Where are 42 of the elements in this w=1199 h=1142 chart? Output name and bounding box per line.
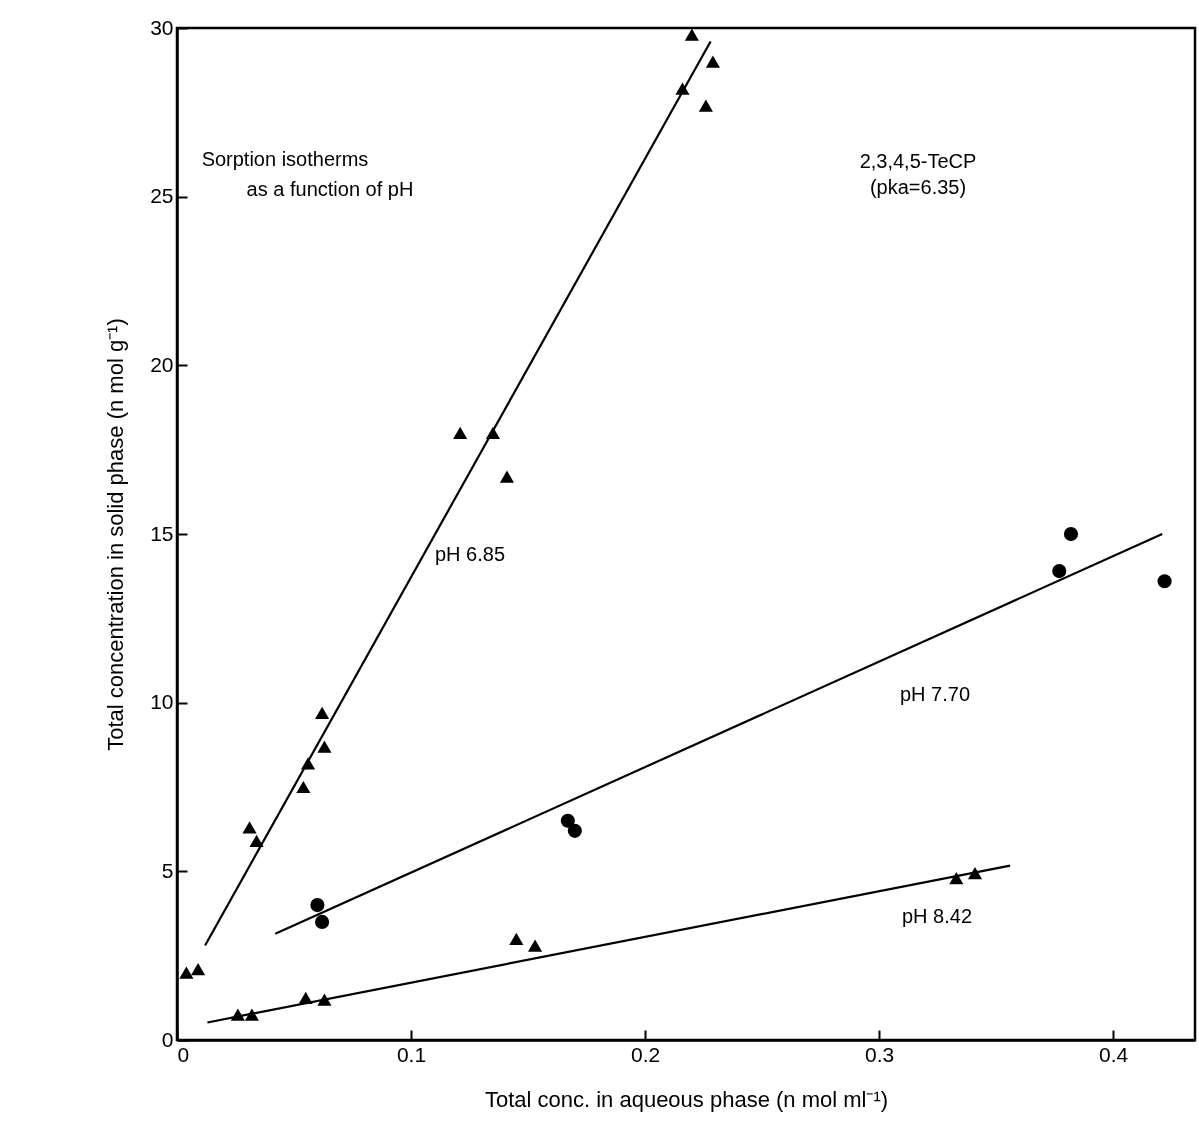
point <box>249 834 264 848</box>
point <box>698 99 713 112</box>
annotation: 2,3,4,5-TeCP <box>859 150 977 172</box>
point <box>315 914 330 929</box>
y-tick-label: 10 <box>150 690 174 714</box>
x-axis-title: Total conc. in aqueous phase (n mol ml⁻¹) <box>484 1086 889 1112</box>
x-tick-label: 0 <box>177 1042 190 1066</box>
point <box>190 963 206 976</box>
annotation: Sorption isotherms <box>201 148 369 170</box>
point <box>509 932 524 945</box>
x-tick-label: 0.1 <box>396 1042 427 1066</box>
y-tick-label: 25 <box>150 184 174 208</box>
point <box>317 740 332 753</box>
y-tick-label: 5 <box>161 858 174 882</box>
annotation: pH 6.85 <box>434 543 506 565</box>
point <box>499 470 515 483</box>
point <box>296 780 311 794</box>
point <box>527 939 543 952</box>
x-tick-label: 0.4 <box>1098 1042 1129 1066</box>
y-tick-label: 15 <box>150 521 174 545</box>
point <box>705 55 720 68</box>
y-axis-title: Total concentration in solid phase (n mol g⁻¹) <box>103 318 129 751</box>
point <box>1157 574 1172 589</box>
point <box>1052 564 1067 579</box>
point <box>567 823 582 838</box>
annotation: (pka=6.35) <box>869 176 967 198</box>
y-tick-label: 30 <box>150 15 174 39</box>
annotation: pH 8.42 <box>901 905 973 927</box>
annotation: pH 7.70 <box>899 683 971 705</box>
x-tick-label: 0.3 <box>864 1042 895 1066</box>
point <box>560 813 575 828</box>
x-tick-label: 0.2 <box>630 1042 661 1066</box>
point <box>310 898 325 913</box>
point <box>684 28 699 41</box>
point <box>1063 526 1079 542</box>
annotation: as a function of pH <box>246 178 414 200</box>
point <box>453 426 468 439</box>
point <box>179 966 194 979</box>
y-tick-label: 0 <box>161 1027 174 1051</box>
point <box>242 821 257 834</box>
point <box>315 706 330 719</box>
y-tick-label: 20 <box>150 352 174 376</box>
